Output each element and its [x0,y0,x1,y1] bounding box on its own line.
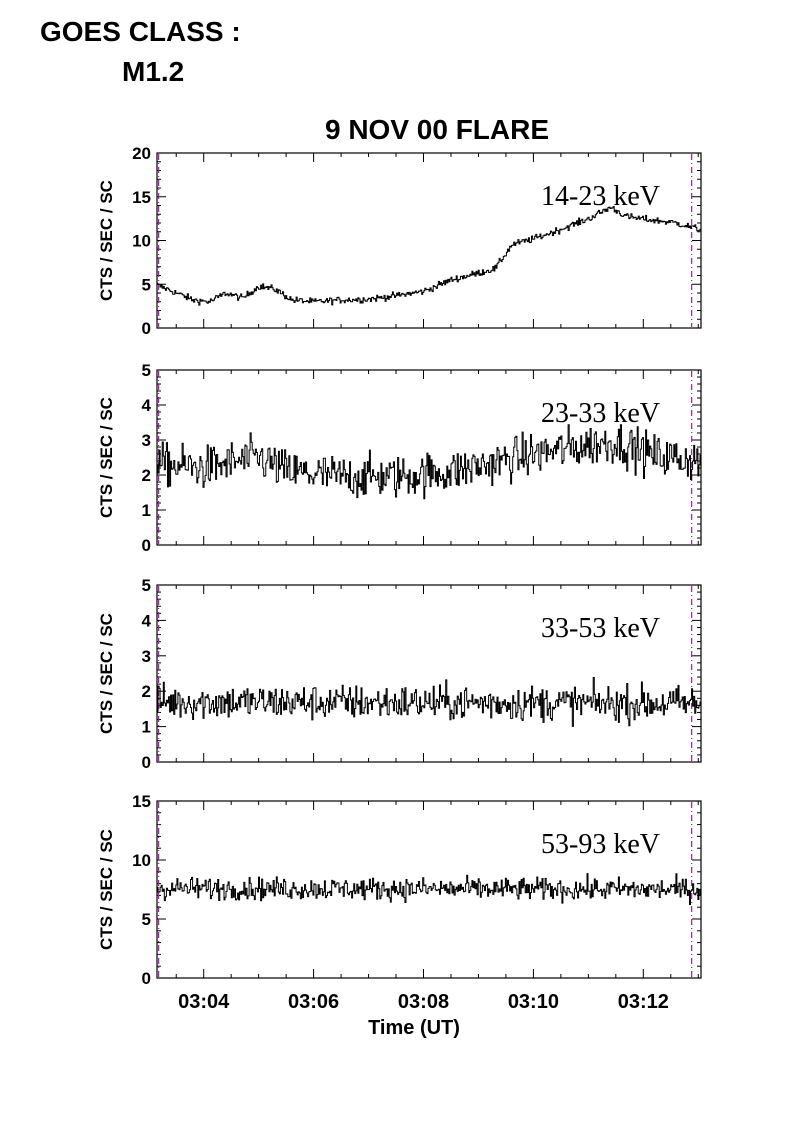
y-tick-label: 15 [132,792,151,811]
panel-frame [156,800,702,979]
y-tick-label: 5 [142,576,151,595]
x-axis-label: Time (UT) [368,1017,460,1039]
count-rate-series [157,424,702,500]
x-tick-label: 03:04 [178,991,230,1013]
y-tick-label: 0 [142,536,151,555]
y-axis-label: CTS / SEC / SC [97,180,116,301]
y-tick-label: 1 [142,501,151,520]
y-tick-label: 3 [142,431,151,450]
y-tick-label: 5 [142,275,151,294]
y-tick-label: 4 [142,396,152,415]
y-tick-label: 5 [142,910,151,929]
y-tick-label: 15 [132,188,151,207]
goes-class-label: GOES CLASS : [40,16,241,47]
y-tick-label: 0 [142,319,151,338]
y-tick-label: 1 [142,718,151,737]
x-tick-label: 03:08 [398,991,449,1013]
y-tick-label: 4 [142,611,152,630]
energy-band-label: 14-23 keV [541,181,660,212]
y-tick-label: 5 [142,361,151,380]
y-tick-label: 2 [142,466,151,485]
y-tick-label: 3 [142,647,151,666]
panel-frame [156,584,702,763]
y-axis-label: CTS / SEC / SC [97,829,116,950]
count-rate-series [157,206,702,306]
energy-band-label: 33-53 keV [541,613,660,644]
x-tick-label: 03:10 [508,991,559,1013]
goes-class-value: M1.2 [122,56,185,87]
panel-frame [156,369,702,546]
y-tick-label: 0 [142,969,151,988]
energy-band-label: 23-33 keV [541,398,660,429]
y-tick-label: 10 [132,851,151,870]
count-rate-series [157,873,702,905]
energy-band-label: 53-93 keV [541,829,660,860]
x-tick-label: 03:06 [288,991,339,1013]
count-rate-series [157,677,702,727]
y-tick-label: 10 [132,232,151,251]
y-tick-label: 0 [142,753,151,772]
chart-title: 9 NOV 00 FLARE [325,114,549,145]
y-axis-label: CTS / SEC / SC [97,613,116,734]
y-tick-label: 20 [132,144,151,163]
y-axis-label: CTS / SEC / SC [97,397,116,518]
y-tick-label: 2 [142,682,151,701]
panel-frame [156,152,702,329]
x-tick-label: 03:12 [618,991,669,1013]
